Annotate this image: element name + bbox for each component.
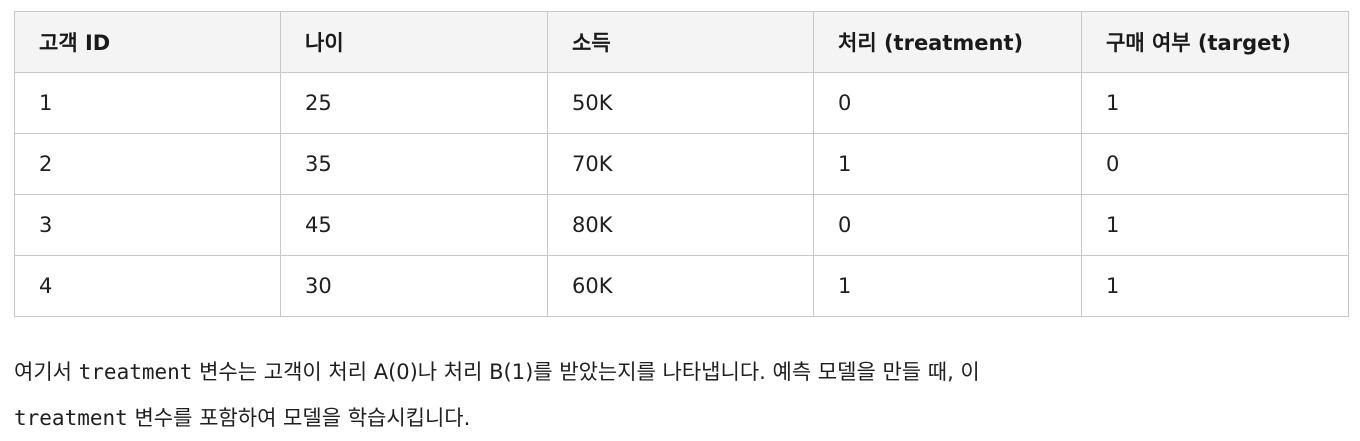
table-row: 2 35 70K 1 0 [14,133,1349,195]
header-income: 소득 [547,11,814,73]
cell-age: 30 [280,255,548,317]
cell-age: 45 [280,194,548,256]
inline-code-treatment: treatment [14,406,128,430]
table-header-row: 고객 ID 나이 소득 처리 (treatment) 구매 여부 (target… [14,11,1349,73]
cell-age: 25 [280,72,548,134]
paragraph-text: 여기서 [14,360,79,384]
cell-treatment: 0 [813,194,1082,256]
cell-target: 1 [1081,255,1349,317]
cell-income: 70K [547,133,814,195]
cell-target: 0 [1081,133,1349,195]
inline-code-treatment: treatment [78,360,193,384]
cell-income: 50K [547,72,814,134]
cell-customer-id: 3 [14,194,281,256]
paragraph-text: 변수를 포함하여 모델을 학습시킵니다. [127,406,471,430]
cell-treatment: 1 [813,133,1082,195]
cell-income: 60K [547,255,814,317]
header-target: 구매 여부 (target) [1081,11,1349,73]
explanation-paragraph: 여기서 treatment 변수는 고객이 처리 A(0)나 처리 B(1)를 … [14,349,1334,441]
table-row: 3 45 80K 0 1 [14,194,1349,256]
cell-treatment: 0 [813,72,1082,134]
cell-age: 35 [280,133,548,195]
header-age: 나이 [280,11,548,73]
table-row: 4 30 60K 1 1 [14,255,1349,317]
paragraph-line-2: treatment 변수를 포함하여 모델을 학습시킵니다. [14,395,1334,441]
paragraph-line-1: 여기서 treatment 변수는 고객이 처리 A(0)나 처리 B(1)를 … [14,349,1334,395]
header-customer-id: 고객 ID [14,11,281,73]
cell-customer-id: 1 [14,72,281,134]
paragraph-text: 변수는 고객이 처리 A(0)나 처리 B(1)를 받았는지를 나타냅니다. 예… [192,360,980,384]
cell-income: 80K [547,194,814,256]
header-treatment: 처리 (treatment) [813,11,1082,73]
cell-target: 1 [1081,194,1349,256]
cell-customer-id: 4 [14,255,281,317]
data-table-container: 고객 ID 나이 소득 처리 (treatment) 구매 여부 (target… [14,11,1349,317]
cell-customer-id: 2 [14,133,281,195]
cell-target: 1 [1081,72,1349,134]
cell-treatment: 1 [813,255,1082,317]
customer-table: 고객 ID 나이 소득 처리 (treatment) 구매 여부 (target… [14,11,1349,317]
table-row: 1 25 50K 0 1 [14,72,1349,134]
